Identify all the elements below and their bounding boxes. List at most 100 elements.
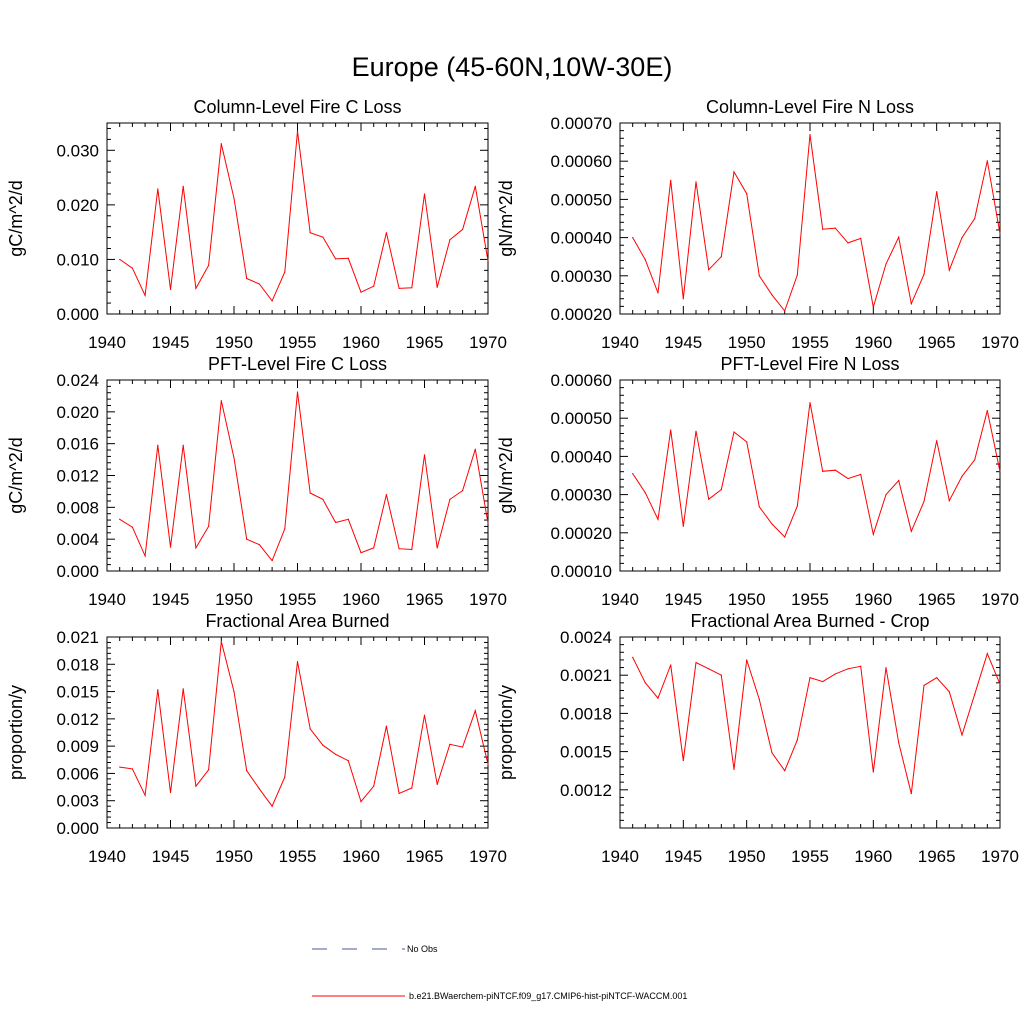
- y-tick-label: 0.00030: [551, 486, 612, 505]
- data-point: [296, 130, 299, 132]
- y-tick-label: 0.00060: [551, 371, 612, 390]
- data-point: [131, 267, 133, 269]
- data-point: [411, 548, 413, 551]
- y-tick-label: 0.00050: [551, 409, 612, 428]
- data-point: [771, 752, 773, 754]
- x-tick-label: 1940: [88, 333, 126, 352]
- data-point: [809, 401, 811, 404]
- data-point: [961, 734, 963, 736]
- data-point: [695, 430, 697, 432]
- data-point: [220, 143, 222, 145]
- data-point: [220, 400, 222, 402]
- x-tick-label: 1965: [406, 590, 444, 609]
- data-point: [182, 444, 184, 446]
- y-tick-label: 0.020: [56, 196, 99, 215]
- data-point: [347, 760, 349, 762]
- data-point: [923, 500, 925, 503]
- data-point: [233, 690, 235, 693]
- data-point: [487, 260, 489, 262]
- data-point: [720, 674, 722, 676]
- legend: No Obs b.e21.BWaerchem-piNTCF.f09_g17.CM…: [312, 944, 687, 1001]
- data-point: [284, 271, 286, 273]
- data-point: [157, 188, 159, 190]
- plot-frame: [106, 122, 489, 315]
- data-point: [474, 710, 476, 712]
- data-point: [885, 494, 887, 496]
- data-point: [474, 185, 476, 187]
- panel-title: Column-Level Fire C Loss: [193, 97, 401, 117]
- x-tick-label: 1940: [88, 847, 126, 866]
- data-point: [284, 528, 286, 530]
- data-point: [860, 237, 862, 239]
- data-point: [398, 548, 400, 550]
- x-tick-label: 1960: [854, 590, 892, 609]
- x-tick-label: 1950: [215, 333, 253, 352]
- data-point: [157, 689, 159, 691]
- data-point: [144, 555, 146, 557]
- data-point: [385, 725, 387, 727]
- y-tick-label: 0.00020: [551, 524, 612, 543]
- data-point: [986, 652, 988, 655]
- data-point: [322, 236, 324, 238]
- x-tick-label: 1950: [728, 590, 766, 609]
- data-point: [119, 258, 121, 261]
- data-point: [974, 217, 976, 220]
- data-point: [948, 269, 950, 271]
- chart-panel-3: PFT-Level Fire C Loss 1940 1945 1950 1955 196…: [6, 354, 507, 609]
- x-tick-label: 1945: [664, 333, 702, 352]
- data-point: [961, 237, 963, 239]
- y-tick-label: 0.016: [56, 435, 99, 454]
- y-tick-label: 0.000: [56, 562, 99, 581]
- data-point: [385, 494, 387, 496]
- y-tick-label: 0.00060: [551, 152, 612, 171]
- x-tick-label: 1965: [918, 847, 956, 866]
- data-point: [335, 521, 337, 524]
- y-tick-label: 0.015: [56, 683, 99, 702]
- y-tick-label: 0.0015: [560, 743, 612, 762]
- data-point: [682, 525, 684, 527]
- data-point: [682, 759, 684, 762]
- y-tick-label: 0.018: [56, 655, 99, 674]
- y-tick-label: 0.012: [56, 710, 99, 729]
- y-tick-label: 0.00040: [551, 447, 612, 466]
- data-point: [246, 770, 248, 772]
- data-point: [898, 236, 900, 238]
- y-tick-label: 0.0012: [560, 781, 612, 800]
- x-tick-label: 1970: [469, 847, 507, 866]
- data-point: [644, 682, 646, 684]
- y-tick-label: 0.00010: [551, 562, 612, 581]
- legend-case-label: b.e21.BWaerchem-piNTCF.f09_g17.CMIP6-his…: [409, 991, 687, 1001]
- data-point: [246, 538, 248, 540]
- data-point: [436, 783, 438, 785]
- x-tick-label: 1945: [152, 590, 190, 609]
- legend-no-obs-label: No Obs: [407, 944, 438, 954]
- data-point: [898, 742, 900, 744]
- x-tick-label: 1960: [854, 333, 892, 352]
- y-axis-label: proportion/y: [496, 685, 516, 780]
- data-point: [657, 292, 659, 294]
- data-point: [373, 547, 375, 549]
- x-tick-label: 1945: [664, 590, 702, 609]
- data-point: [796, 274, 798, 276]
- data-point: [961, 475, 963, 477]
- data-point: [309, 728, 311, 730]
- data-point: [923, 273, 925, 275]
- series-line: [119, 391, 489, 562]
- plot-frame: [106, 379, 489, 572]
- y-axis-label: proportion/y: [6, 685, 26, 780]
- data-point: [771, 294, 773, 296]
- data-point: [822, 680, 824, 683]
- x-tick-label: 1965: [406, 333, 444, 352]
- data-point: [411, 287, 413, 289]
- series-line: [119, 131, 489, 302]
- data-point: [936, 677, 938, 679]
- y-tick-label: 0.00040: [551, 229, 612, 248]
- y-axis-label: gN/m^2/d: [496, 437, 516, 513]
- data-point: [733, 171, 735, 173]
- data-point: [169, 288, 172, 291]
- x-tick-label: 1950: [728, 333, 766, 352]
- data-point: [322, 744, 324, 746]
- data-point: [936, 440, 938, 442]
- panel-title: Fractional Area Burned - Crop: [690, 611, 929, 631]
